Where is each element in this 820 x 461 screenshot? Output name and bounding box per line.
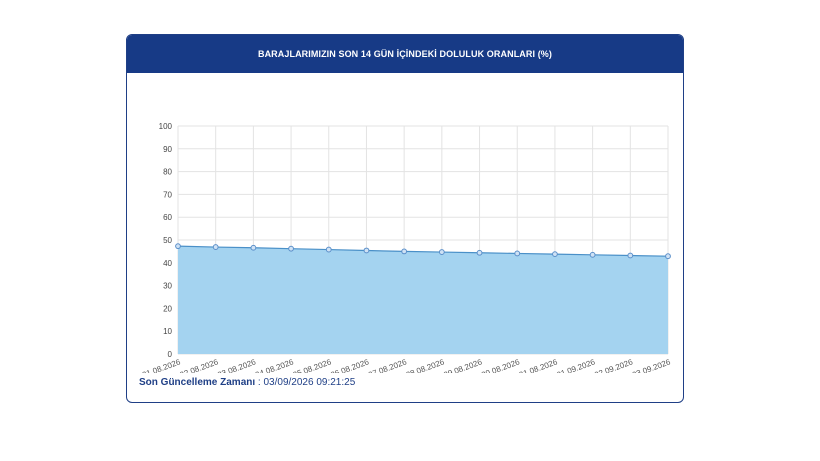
y-tick-label: 60 — [163, 213, 172, 222]
x-tick-label: 03.09.2026 — [631, 357, 672, 373]
data-point — [250, 244, 257, 251]
y-axis-ticks: 0 10 20 30 40 50 60 70 80 90 100 — [159, 122, 173, 359]
data-point — [438, 249, 445, 255]
last-update-value: 03/09/2026 09:21:25 — [263, 377, 356, 388]
x-tick-label: 22.08.2026 — [179, 357, 220, 373]
x-tick-label: 23.08.2026 — [216, 357, 257, 373]
data-point — [514, 250, 521, 257]
chart-header: BARAJLARIMIZIN SON 14 GÜN İÇİNDEKİ DOLUL… — [127, 35, 683, 73]
data-point — [212, 244, 219, 250]
x-tick-label: 26.08.2026 — [329, 357, 370, 373]
y-tick-label: 90 — [163, 145, 172, 154]
data-point — [589, 251, 596, 258]
data-point — [665, 253, 671, 260]
x-tick-label: 28.08.2026 — [405, 357, 446, 373]
x-tick-label: 25.08.2026 — [292, 357, 333, 373]
y-tick-label: 100 — [159, 122, 173, 131]
x-tick-label: 27.08.2026 — [367, 357, 408, 373]
area-layer — [177, 245, 669, 354]
area-chart: 0 10 20 30 40 50 60 70 80 90 100 21.08.202622.08.2… — [141, 122, 672, 373]
data-point — [552, 251, 558, 258]
markers-layer — [175, 243, 671, 260]
data-point — [363, 247, 370, 254]
y-tick-label: 80 — [163, 168, 172, 177]
data-point — [627, 252, 634, 259]
last-update: Son Güncelleme Zamanı : 03/09/2026 09:21… — [139, 377, 355, 388]
data-point — [288, 245, 294, 252]
y-tick-label: 10 — [163, 327, 172, 336]
y-tick-label: 30 — [163, 282, 172, 291]
y-tick-label: 40 — [163, 259, 172, 268]
data-point — [175, 243, 181, 250]
chart-title: BARAJLARIMIZIN SON 14 GÜN İÇİNDEKİ DOLUL… — [257, 49, 552, 59]
x-tick-label: 29.08.2026 — [443, 357, 484, 373]
chart-card: BARAJLARIMIZIN SON 14 GÜN İÇİNDEKİ DOLUL… — [126, 34, 684, 403]
x-tick-label: 01.09.2026 — [556, 357, 597, 373]
y-tick-label: 50 — [163, 236, 172, 245]
data-point — [401, 248, 408, 255]
x-axis-ticks: 21.08.202622.08.202623.08.202624.08.2026… — [141, 357, 672, 373]
last-update-separator: : — [255, 377, 264, 388]
data-point — [476, 249, 483, 256]
x-tick-label: 24.08.2026 — [254, 357, 295, 373]
y-tick-label: 70 — [163, 190, 172, 199]
x-tick-label: 30.08.2026 — [480, 357, 521, 373]
data-point — [325, 246, 332, 253]
y-tick-label: 0 — [168, 350, 173, 359]
y-tick-label: 20 — [163, 304, 172, 313]
last-update-label: Son Güncelleme Zamanı — [139, 377, 256, 388]
x-tick-label: 02.09.2026 — [593, 357, 634, 373]
x-tick-label: 21.08.2026 — [141, 357, 182, 373]
series-line — [177, 245, 669, 257]
x-tick-label: 31.08.2026 — [518, 357, 559, 373]
area-fill — [178, 246, 668, 354]
